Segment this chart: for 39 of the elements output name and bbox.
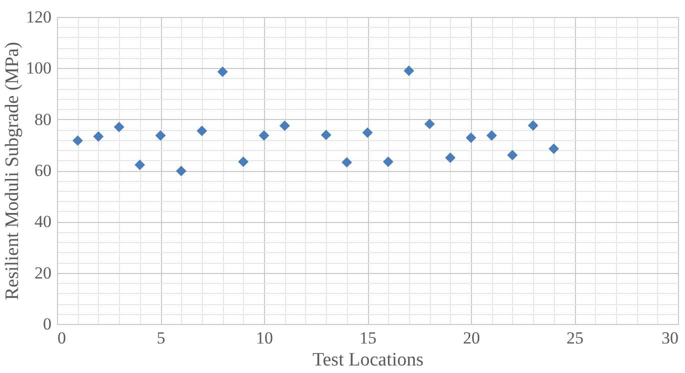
- point: [528, 120, 538, 131]
- point: [404, 65, 414, 76]
- x-axis-title: Test Locations: [312, 350, 424, 370]
- y-axis-title: Resilient Moduli Subgrade (MPa): [2, 42, 23, 300]
- point: [507, 150, 518, 160]
- point: [114, 122, 124, 132]
- x-tick-label: 20: [463, 328, 480, 348]
- point: [466, 132, 476, 143]
- point: [134, 160, 146, 170]
- x-tick-label: 0: [58, 328, 66, 348]
- point: [258, 130, 270, 141]
- point: [320, 130, 332, 140]
- x-tick-label: 25: [566, 328, 584, 348]
- y-tick-label: 40: [34, 212, 52, 232]
- y-tick-label: 60: [34, 161, 52, 180]
- y-tick-label: 120: [26, 8, 52, 26]
- x-tick-label: 5: [156, 328, 166, 348]
- point: [486, 130, 497, 141]
- point: [72, 135, 83, 146]
- y-tick-label: 80: [34, 110, 52, 129]
- point: [382, 156, 394, 168]
- point: [238, 156, 249, 168]
- point: [196, 126, 208, 136]
- point: [93, 131, 104, 142]
- x-tick-label: 15: [360, 328, 376, 348]
- point: [342, 157, 352, 168]
- y-tick-label: 20: [34, 263, 52, 282]
- point: [155, 130, 166, 141]
- point: [176, 166, 186, 176]
- point: [424, 118, 435, 130]
- point: [548, 144, 560, 154]
- point: [362, 127, 373, 138]
- y-tick-label: 100: [26, 58, 52, 78]
- point: [445, 152, 456, 163]
- point: [217, 66, 228, 77]
- y-tick-label: 0: [43, 314, 52, 334]
- x-tick-label: 10: [256, 328, 273, 348]
- x-tick-label: 30: [662, 328, 678, 348]
- point: [279, 120, 290, 131]
